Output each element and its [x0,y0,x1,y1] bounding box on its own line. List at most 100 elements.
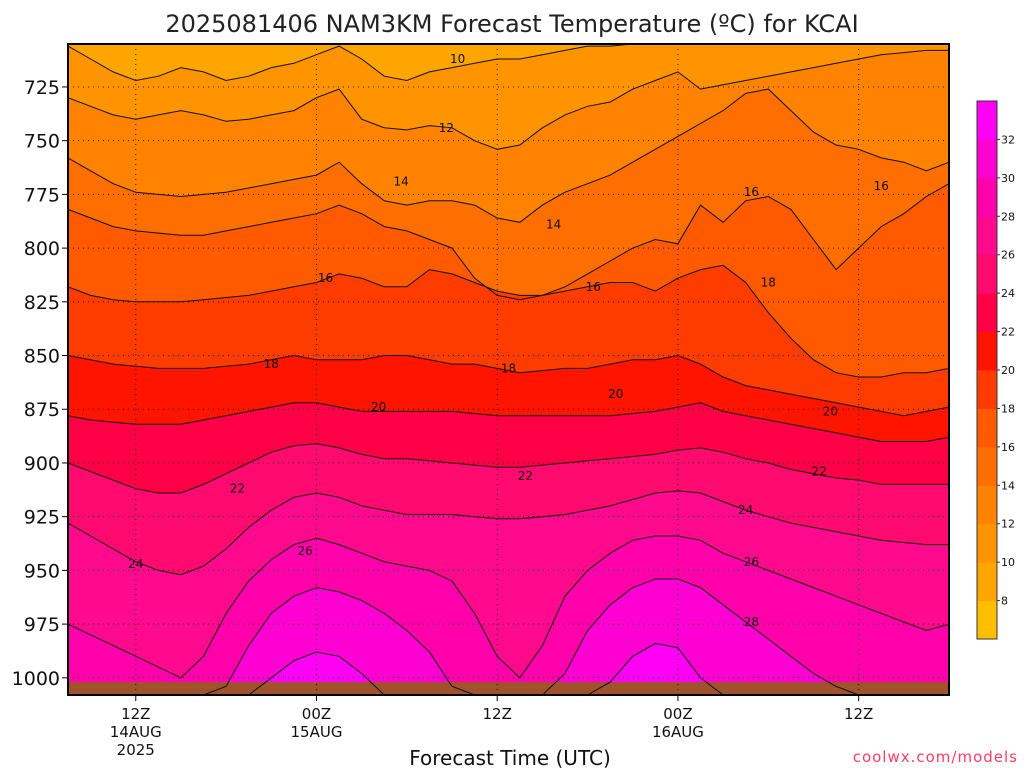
x-tick-label: 00Z [663,705,692,723]
contour-label-text: 18 [264,357,279,371]
colorbar-swatch [977,331,997,371]
contour-label-text: 18 [501,361,516,375]
colorbar-label: 26 [1001,249,1015,262]
colorbar-label: 18 [1001,402,1015,415]
contour-label-text: 22 [811,465,826,479]
contour-label: 18 [264,357,279,371]
x-tick-label: 12Z [844,705,873,723]
contour-label: 24 [128,557,143,571]
isotherm-22 [68,402,949,442]
contour-label: 24 [738,503,753,517]
contour-label: 22 [230,482,245,496]
contour-label-text: 26 [744,555,759,569]
x-tick-date: 16AUG [652,723,704,741]
colorbar-label: 14 [1001,479,1015,492]
colorbar-swatch [977,139,997,179]
contour-label-text: 22 [518,469,533,483]
colorbar-swatch [977,408,997,448]
colorbar-label: 22 [1001,326,1015,339]
colorbar-swatch [977,485,997,525]
y-tick-label: 800 [24,238,60,260]
contour-label-text: 16 [874,179,889,193]
contour-label: 16 [586,280,601,294]
colorbar-label: 32 [1001,133,1015,146]
contour-label: 10 [450,52,465,66]
y-tick-label: 725 [24,77,60,99]
colorbar-swatch [977,562,997,602]
contour-label-text: 16 [318,271,333,285]
colorbar-swatch [977,600,997,640]
contour-label: 22 [518,469,533,483]
temperature-fill-bands [68,44,949,695]
contour-label: 16 [874,179,889,193]
contour-label-text: 12 [439,121,454,135]
x-tick-label: 12Z [483,705,512,723]
y-tick-label: 1000 [12,668,60,690]
isotherm-24 [68,443,949,494]
contour-label-text: 14 [546,217,561,231]
contour-label: 20 [608,387,623,401]
colorbar-label: 12 [1001,518,1015,531]
ground-layer [68,682,949,695]
colorbar: 8 10 12 14 16 18 20 22 24 26 28 30 32 [976,100,1015,640]
y-tick-label: 825 [24,292,60,314]
isotherm-30 [68,578,949,695]
isotherm-labels: 10 12 14 14 16 16 16 16 18 18 18 20 20 20 22 22 22 24 24 26… [128,52,889,629]
isotherm-lines [68,44,949,695]
x-tick-date: 15AUG [291,723,343,741]
colorbar-label: 8 [1001,595,1008,608]
contour-label-text: 14 [394,175,409,189]
x-tick-date: 14AUG [110,723,162,741]
colorbar-label: 16 [1001,441,1015,454]
credit-text: coolwx.com/models [853,748,1018,766]
contour-label: 20 [371,400,386,414]
contour-label-text: 24 [128,557,143,571]
colorbar-label: 20 [1001,364,1015,377]
grid-lines [68,44,949,695]
contour-label: 18 [761,275,776,289]
x-tick-label: 00Z [302,705,331,723]
contour-label: 16 [318,271,333,285]
y-axis-ticks: 725 750 775 800 825 850 875 900 925 950 975 1000 [12,77,68,690]
contour-label: 26 [744,555,759,569]
x-axis-label: Forecast Time (UTC) [409,746,611,768]
contour-label: 20 [823,404,838,418]
colorbar-label: 30 [1001,172,1015,185]
y-tick-label: 875 [24,399,60,421]
colorbar-swatch [977,216,997,256]
contour-label: 12 [439,121,454,135]
y-tick-label: 850 [24,346,60,368]
y-tick-label: 975 [24,614,60,636]
chart-title: 2025081406 NAM3KM Forecast Temperature (… [165,10,858,38]
colorbar-swatch [977,370,997,409]
isotherm-20 [68,354,949,417]
contour-label-text: 18 [761,275,776,289]
contour-label: 22 [811,465,826,479]
contour-label: 28 [744,615,759,629]
y-tick-label: 775 [24,184,60,206]
isotherm-28 [68,535,949,679]
colorbar-label: 28 [1001,210,1015,223]
isotherm-14 [68,88,949,223]
isotherm-18 [68,264,949,378]
contour-label-text: 26 [298,544,313,558]
contour-label: 14 [394,175,409,189]
isotherm-12 [68,49,949,150]
isotherm-16 [68,183,949,301]
colorbar-swatch [977,254,997,294]
contour-label: 16 [744,185,759,199]
contour-label-text: 20 [371,400,386,414]
band-above-32 [68,643,949,695]
contour-label: 26 [298,544,313,558]
contour-label: 18 [501,361,516,375]
colorbar-swatch [977,177,997,217]
contour-label: 14 [546,217,561,231]
colorbar-label: 10 [1001,556,1015,569]
contour-label-text: 20 [608,387,623,401]
y-tick-label: 950 [24,560,60,582]
contour-label-text: 16 [744,185,759,199]
y-tick-label: 900 [24,453,60,475]
x-tick-year: 2025 [117,741,155,759]
